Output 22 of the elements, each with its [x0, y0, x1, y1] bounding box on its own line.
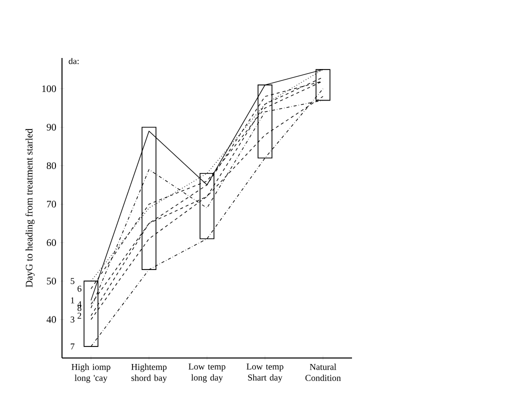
- y-tick-label: 50: [46, 278, 56, 284]
- series-label: 2: [78, 312, 82, 319]
- y-tick-label: 70: [47, 200, 56, 208]
- y-axis-title: DayG to heading from treatment starled: [25, 128, 35, 288]
- series-label: 5: [70, 278, 74, 284]
- x-tick-label: High iomp long 'cay: [72, 364, 110, 383]
- series-label: 8: [78, 304, 82, 312]
- x-tick-label: Hightemp shord bay: [131, 364, 167, 383]
- y-tick-label: 80: [46, 162, 56, 170]
- series-label: 3: [70, 316, 74, 323]
- series-label: 4: [77, 301, 82, 308]
- y-tick-label: 100: [42, 85, 56, 92]
- series-label: 7: [70, 344, 74, 350]
- y-tick-label: 60: [46, 239, 56, 246]
- x-tick-label: Low temp Shart day: [246, 364, 284, 382]
- y-tick-label: 90: [46, 124, 56, 131]
- annotation: da:: [68, 58, 79, 64]
- y-tick-label: 40: [46, 316, 56, 323]
- x-tick-label: Low temp long day: [188, 364, 226, 382]
- series-label: 1: [71, 297, 74, 304]
- x-tick-label: Natural Condition: [305, 364, 341, 381]
- series-label: 6: [78, 286, 82, 292]
